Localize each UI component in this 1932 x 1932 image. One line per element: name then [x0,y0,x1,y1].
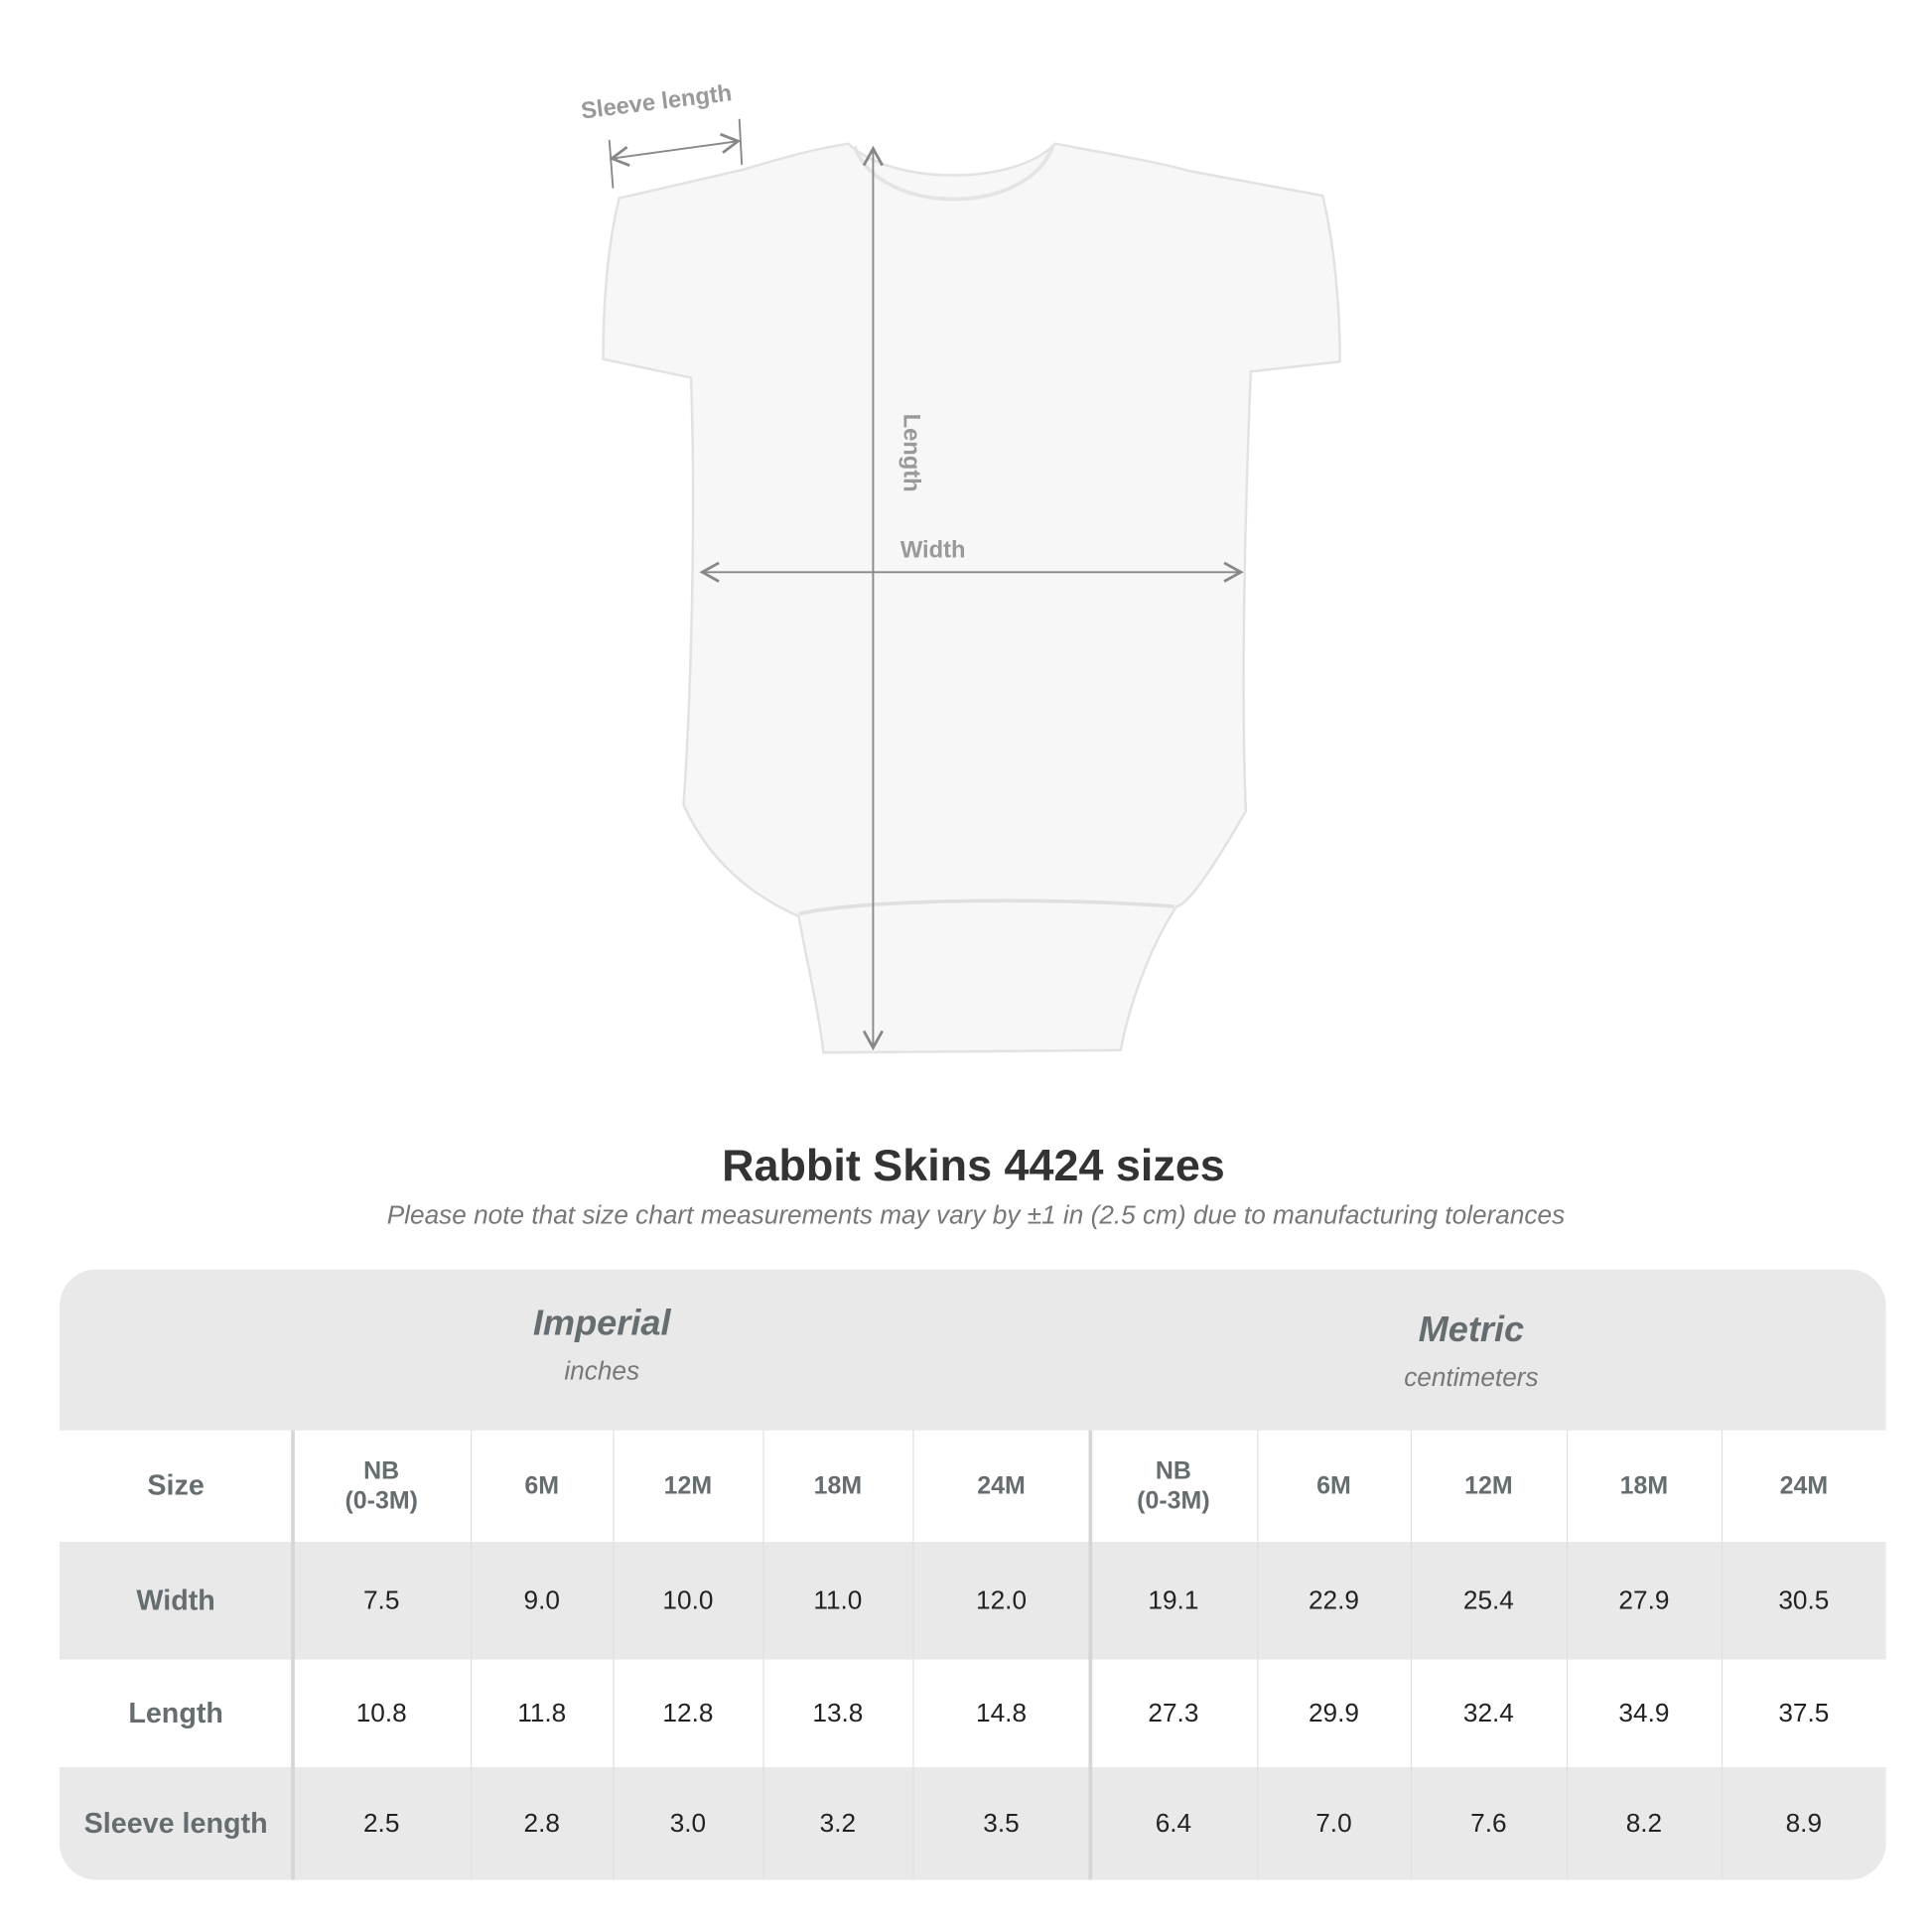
table-cell: 7.6 [1470,1809,1507,1839]
table-row-band [59,1542,1886,1660]
page-title: Rabbit Skins 4424 sizes [722,1139,1225,1190]
table-cell: 30.5 [1778,1586,1830,1615]
table-cell: 12.0 [976,1586,1028,1615]
column-divider [1410,1430,1413,1880]
table-cell: 6.4 [1155,1809,1192,1839]
size-column-header: NB (0-3M) [345,1457,418,1515]
table-cell: 32.4 [1462,1699,1514,1728]
table-cell: 13.8 [812,1699,864,1728]
size-table: Imperial inches Metric centimeters Size N… [59,1269,1886,1880]
column-divider [1257,1430,1259,1880]
group-unit: centimeters [1404,1363,1539,1393]
table-cell: 19.1 [1148,1586,1199,1615]
table-cell: 27.3 [1148,1699,1199,1728]
table-cell: 3.5 [983,1809,1020,1839]
group-metric: Metric centimeters [1162,1311,1781,1394]
row-label: Sleeve length [83,1806,268,1840]
size-column-header: 24M [977,1472,1026,1500]
size-column-header: 18M [813,1472,863,1500]
column-divider [1566,1430,1569,1880]
group-imperial: Imperial inches [292,1305,911,1388]
table-cell: 8.9 [1785,1809,1823,1839]
table-cell: 3.0 [669,1809,707,1839]
table-row-band [59,1767,1886,1880]
table-cell: 14.8 [976,1699,1028,1728]
table-cell: 34.9 [1618,1699,1670,1728]
size-header: Size [147,1468,205,1502]
column-divider [471,1430,473,1880]
group-unit: inches [564,1357,640,1386]
table-cell: 2.8 [523,1809,560,1839]
group-title: Metric [1418,1310,1525,1350]
table-cell: 10.8 [355,1699,407,1728]
table-cell: 29.9 [1308,1699,1359,1728]
length-label: Length [897,413,924,492]
group-title: Imperial [532,1304,671,1344]
table-cell: 12.8 [662,1699,714,1728]
column-divider [1088,1430,1093,1880]
size-column-header: 12M [1464,1472,1513,1500]
column-divider [912,1430,914,1880]
table-cell: 3.2 [819,1809,857,1839]
onesie-diagram [602,118,1341,1054]
onesie-image [602,142,1341,1054]
table-cell: 2.5 [362,1809,400,1839]
size-column-header: NB (0-3M) [1137,1457,1210,1515]
table-cell: 25.4 [1462,1586,1514,1615]
table-cell: 11.0 [813,1586,863,1615]
table-cell: 27.9 [1618,1586,1670,1615]
size-column-header: 6M [524,1472,560,1500]
table-cell: 7.0 [1315,1809,1352,1839]
column-divider [762,1430,764,1880]
size-column-header: 6M [1316,1472,1351,1500]
table-cell: 7.5 [362,1586,400,1615]
row-label: Length [128,1696,223,1729]
table-cell: 22.9 [1308,1586,1359,1615]
table-cell: 37.5 [1778,1699,1830,1728]
table-cell: 8.2 [1625,1809,1663,1839]
tolerance-note: Please note that size chart measurements… [386,1200,1566,1230]
size-column-header: 12M [663,1472,713,1500]
width-label: Width [899,537,966,564]
column-divider [613,1430,615,1880]
row-label: Width [136,1584,215,1616]
table-cell: 9.0 [523,1586,560,1615]
group-header-band [59,1269,1886,1431]
table-cell: 11.8 [517,1699,567,1728]
column-divider [291,1430,295,1880]
size-column-header: 24M [1779,1472,1829,1500]
size-column-header: 18M [1619,1472,1669,1500]
column-divider [1721,1430,1724,1880]
table-cell: 10.0 [662,1586,714,1615]
